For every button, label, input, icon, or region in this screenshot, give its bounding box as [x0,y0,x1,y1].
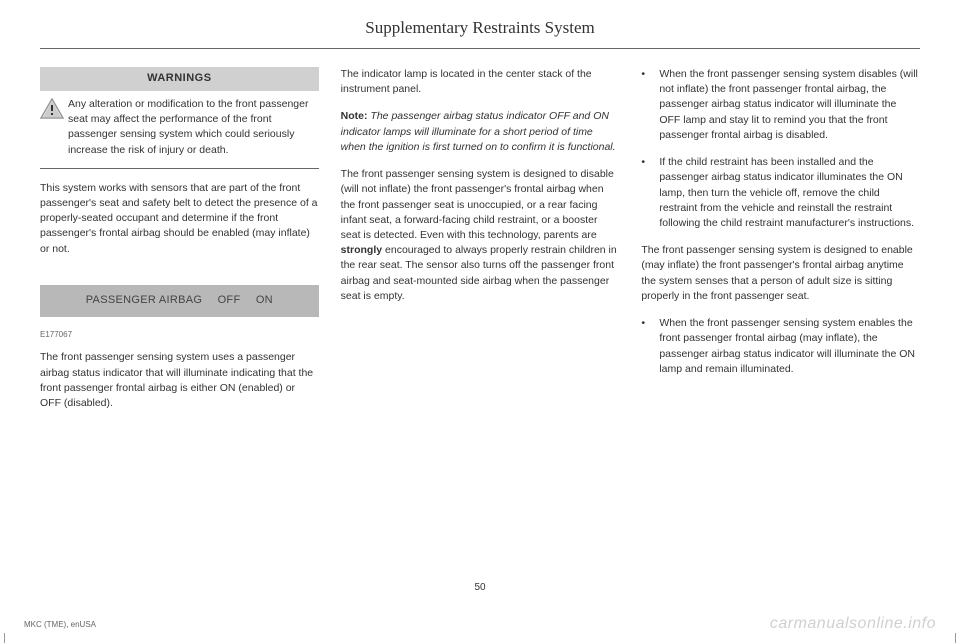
column-3: • When the front passenger sensing syste… [641,67,920,423]
warning-triangle-icon [40,98,64,120]
note-text: The passenger airbag status indicator OF… [341,110,616,152]
bullet-item-1: • When the front passenger sensing syste… [641,67,920,143]
column-1: WARNINGS Any alteration or modification … [40,67,319,423]
bullet-text-1: When the front passenger sensing system … [659,67,920,143]
figure-reference: E177067 [40,329,319,341]
bullet-item-3: • When the front passenger sensing syste… [641,316,920,377]
warning-text: Any alteration or modification to the fr… [68,97,319,158]
paragraph-c1-2: The front passenger sensing system uses … [40,350,319,411]
bullet-text-3: When the front passenger sensing system … [659,316,920,377]
indicator-off: OFF [218,294,241,306]
passenger-airbag-indicator: PASSENGER AIRBAG OFF ON [40,285,319,317]
note-label: Note: [341,110,368,122]
indicator-label: PASSENGER AIRBAG [86,294,202,306]
paragraph-c2-2: The front passenger sensing system is de… [341,167,620,304]
indicator-on: ON [256,294,273,306]
bullet-marker: • [641,67,659,143]
footer-watermark: carmanualsonline.info [770,615,936,633]
p2-bold: strongly [341,244,382,256]
paragraph-c3-1: The front passenger sensing system is de… [641,243,920,304]
footer-left: MKC (TME), enUSA [24,620,96,629]
bullet-marker: • [641,155,659,231]
page-number: 50 [0,582,960,593]
content-area: WARNINGS Any alteration or modification … [0,49,960,423]
page-header: Supplementary Restraints System [0,0,960,44]
warning-divider [40,168,319,169]
p2-pre: The front passenger sensing system is de… [341,168,614,241]
warning-block: Any alteration or modification to the fr… [40,97,319,158]
page-title: Supplementary Restraints System [0,18,960,38]
bullet-text-2: If the child restraint has been installe… [659,155,920,231]
bullet-item-2: • If the child restraint has been instal… [641,155,920,231]
crop-mark-right [955,633,956,643]
crop-mark-left [4,633,5,643]
bullet-marker: • [641,316,659,377]
note-paragraph: Note: The passenger airbag status indica… [341,109,620,155]
warnings-header: WARNINGS [40,67,319,91]
indicator-graphic: PASSENGER AIRBAG OFF ON [40,285,319,317]
paragraph-c2-1: The indicator lamp is located in the cen… [341,67,620,97]
paragraph-c1-1: This system works with sensors that are … [40,181,319,257]
column-2: The indicator lamp is located in the cen… [341,67,620,423]
p2-post: encouraged to always properly restrain c… [341,244,617,302]
